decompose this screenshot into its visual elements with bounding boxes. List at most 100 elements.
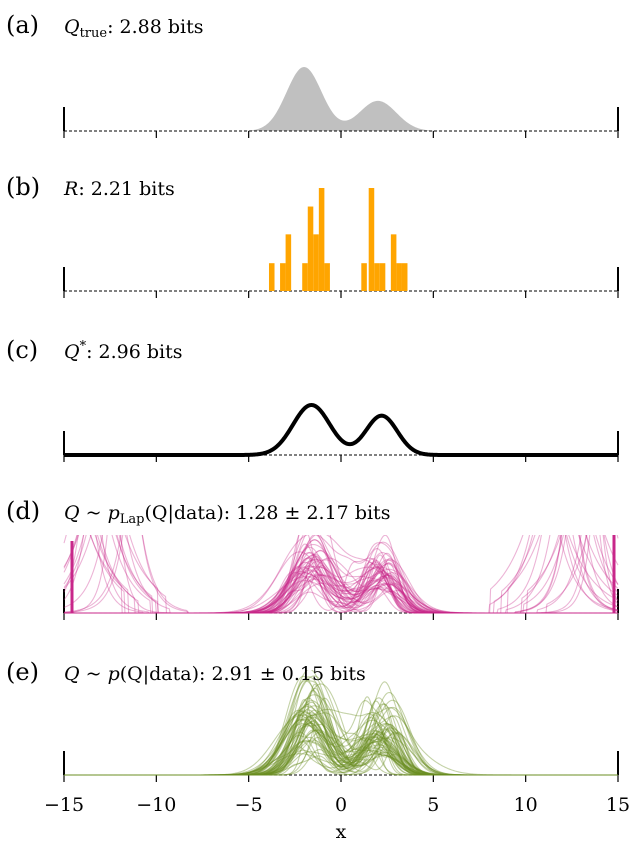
panel-e: (e) Q ~ p(Q|data): 2.91 ± 0.15 bits [6, 658, 619, 782]
sample-curve-d-41 [64, 535, 619, 614]
sample-curve-e-38 [64, 714, 618, 776]
sample-curve-d-10 [64, 566, 618, 614]
sample-curve-e-43 [64, 675, 618, 776]
hist-bar-14 [401, 263, 408, 291]
sample-curve-e-54 [64, 711, 618, 776]
plot-area-a [63, 67, 619, 138]
sample-curve-d-36 [64, 535, 619, 614]
panel-title-b: R: 2.21 bits [63, 178, 175, 200]
sample-curve-d-17 [94, 535, 618, 614]
sample-curve-e-27 [64, 694, 618, 776]
sample-curve-d-5 [64, 557, 618, 614]
sample-curve-d-39 [64, 572, 618, 614]
sample-curve-e-29 [64, 701, 618, 776]
sample-curve-d-48 [63, 535, 619, 614]
sample-curve-d-40 [64, 556, 618, 614]
sample-curve-e-32 [64, 687, 618, 776]
sample-curve-d-38 [64, 535, 619, 614]
x-axis-label: x [336, 821, 347, 843]
sample-curve-e-17 [64, 679, 618, 776]
sample-curve-d-46 [64, 552, 618, 614]
panel-c: (c) Q*: 2.96 bits [6, 336, 620, 462]
sample-curve-e-36 [64, 718, 618, 776]
x-tick-label-6: 15 [606, 794, 630, 816]
sample-curve-d-9 [64, 546, 618, 614]
sample-curve-e-59 [64, 698, 618, 776]
sample-curve-e-22 [64, 723, 618, 776]
panel-title-d: Q ~ pLap(Q|data): 1.28 ± 2.17 bits [64, 502, 390, 527]
sample-curve-e-14 [64, 703, 618, 776]
sample-curve-d-2 [64, 554, 618, 614]
sample-curve-e-13 [64, 703, 618, 776]
title-c-sym: Q [64, 341, 80, 363]
sample-curve-e-31 [64, 737, 618, 776]
sample-curve-e-46 [64, 738, 618, 776]
sample-curve-e-3 [64, 699, 618, 776]
plot-area-e [63, 670, 619, 782]
x-tick-label-4: 5 [427, 794, 439, 816]
sample-curve-e-16 [64, 675, 618, 776]
sample-curve-e-7 [64, 714, 618, 776]
density-fill-a [64, 67, 618, 131]
sample-curve-e-51 [64, 705, 618, 776]
sample-curve-e-41 [64, 700, 618, 776]
sample-curve-e-52 [64, 726, 618, 776]
title-b-sym: R [63, 178, 78, 200]
hist-bar-6 [318, 188, 325, 291]
sample-curve-e-20 [64, 683, 618, 776]
hist-bar-3 [302, 263, 308, 291]
density-line-c [62, 403, 620, 457]
sample-curve-e-55 [64, 735, 618, 776]
sample-curve-d-6 [64, 535, 619, 614]
sample-curve-e-0 [64, 730, 618, 776]
sample-curve-d-20 [64, 557, 618, 614]
sample-curve-e-6 [64, 709, 618, 776]
sample-curve-d-37 [63, 535, 619, 614]
sample-curve-d-30 [63, 535, 619, 614]
sample-curve-d-8 [64, 543, 618, 614]
title-a-sub: true [80, 26, 108, 41]
hist-bar-5 [313, 234, 319, 291]
sample-curve-e-19 [64, 709, 618, 776]
sample-curve-e-34 [64, 676, 618, 776]
title-c-rest: : 2.96 bits [86, 341, 182, 363]
hist-bar-12 [390, 234, 397, 291]
panel-label-a: (a) [6, 11, 39, 39]
sample-curve-d-23 [64, 557, 618, 614]
sample-curve-e-2 [64, 723, 618, 776]
sample-curve-e-15 [64, 714, 618, 776]
hist-bar-0 [268, 263, 275, 291]
hist-bar-7 [324, 263, 330, 291]
sample-curve-e-53 [64, 737, 618, 776]
title-c-sup: * [80, 339, 87, 354]
sample-curve-d-47 [64, 535, 619, 614]
sample-curve-d-19 [64, 535, 619, 614]
sample-curve-d-31 [89, 535, 618, 614]
sample-curves-d [63, 535, 619, 614]
sample-curve-d-1 [64, 570, 618, 614]
sample-curve-d-11 [64, 559, 618, 614]
sample-curve-d-16 [64, 565, 618, 614]
x-tick-label-0: −15 [44, 794, 84, 816]
sample-curve-d-15 [96, 535, 618, 614]
x-tick-label-2: −5 [235, 794, 263, 816]
sample-curve-d-29 [63, 535, 618, 614]
sample-curve-e-25 [64, 697, 618, 776]
sample-curve-e-44 [64, 715, 618, 776]
sample-curve-e-50 [64, 670, 618, 776]
panel-label-c: (c) [6, 336, 38, 364]
sample-curve-d-14 [63, 535, 619, 614]
panel-label-e: (e) [6, 658, 39, 686]
sample-curve-e-24 [64, 705, 618, 776]
title-d-sub: Lap [120, 512, 145, 527]
sample-curve-d-35 [64, 535, 619, 614]
sample-curve-e-1 [64, 729, 618, 776]
sample-curve-e-57 [64, 720, 618, 776]
hist-bar-1 [280, 263, 286, 291]
panel-title-c: Q*: 2.96 bits [64, 339, 183, 363]
panel-label-d: (d) [6, 497, 40, 525]
sample-curve-d-3 [63, 535, 618, 614]
sample-curve-d-27 [64, 551, 618, 614]
sample-curve-d-33 [63, 535, 618, 614]
sample-curve-d-18 [63, 535, 618, 614]
